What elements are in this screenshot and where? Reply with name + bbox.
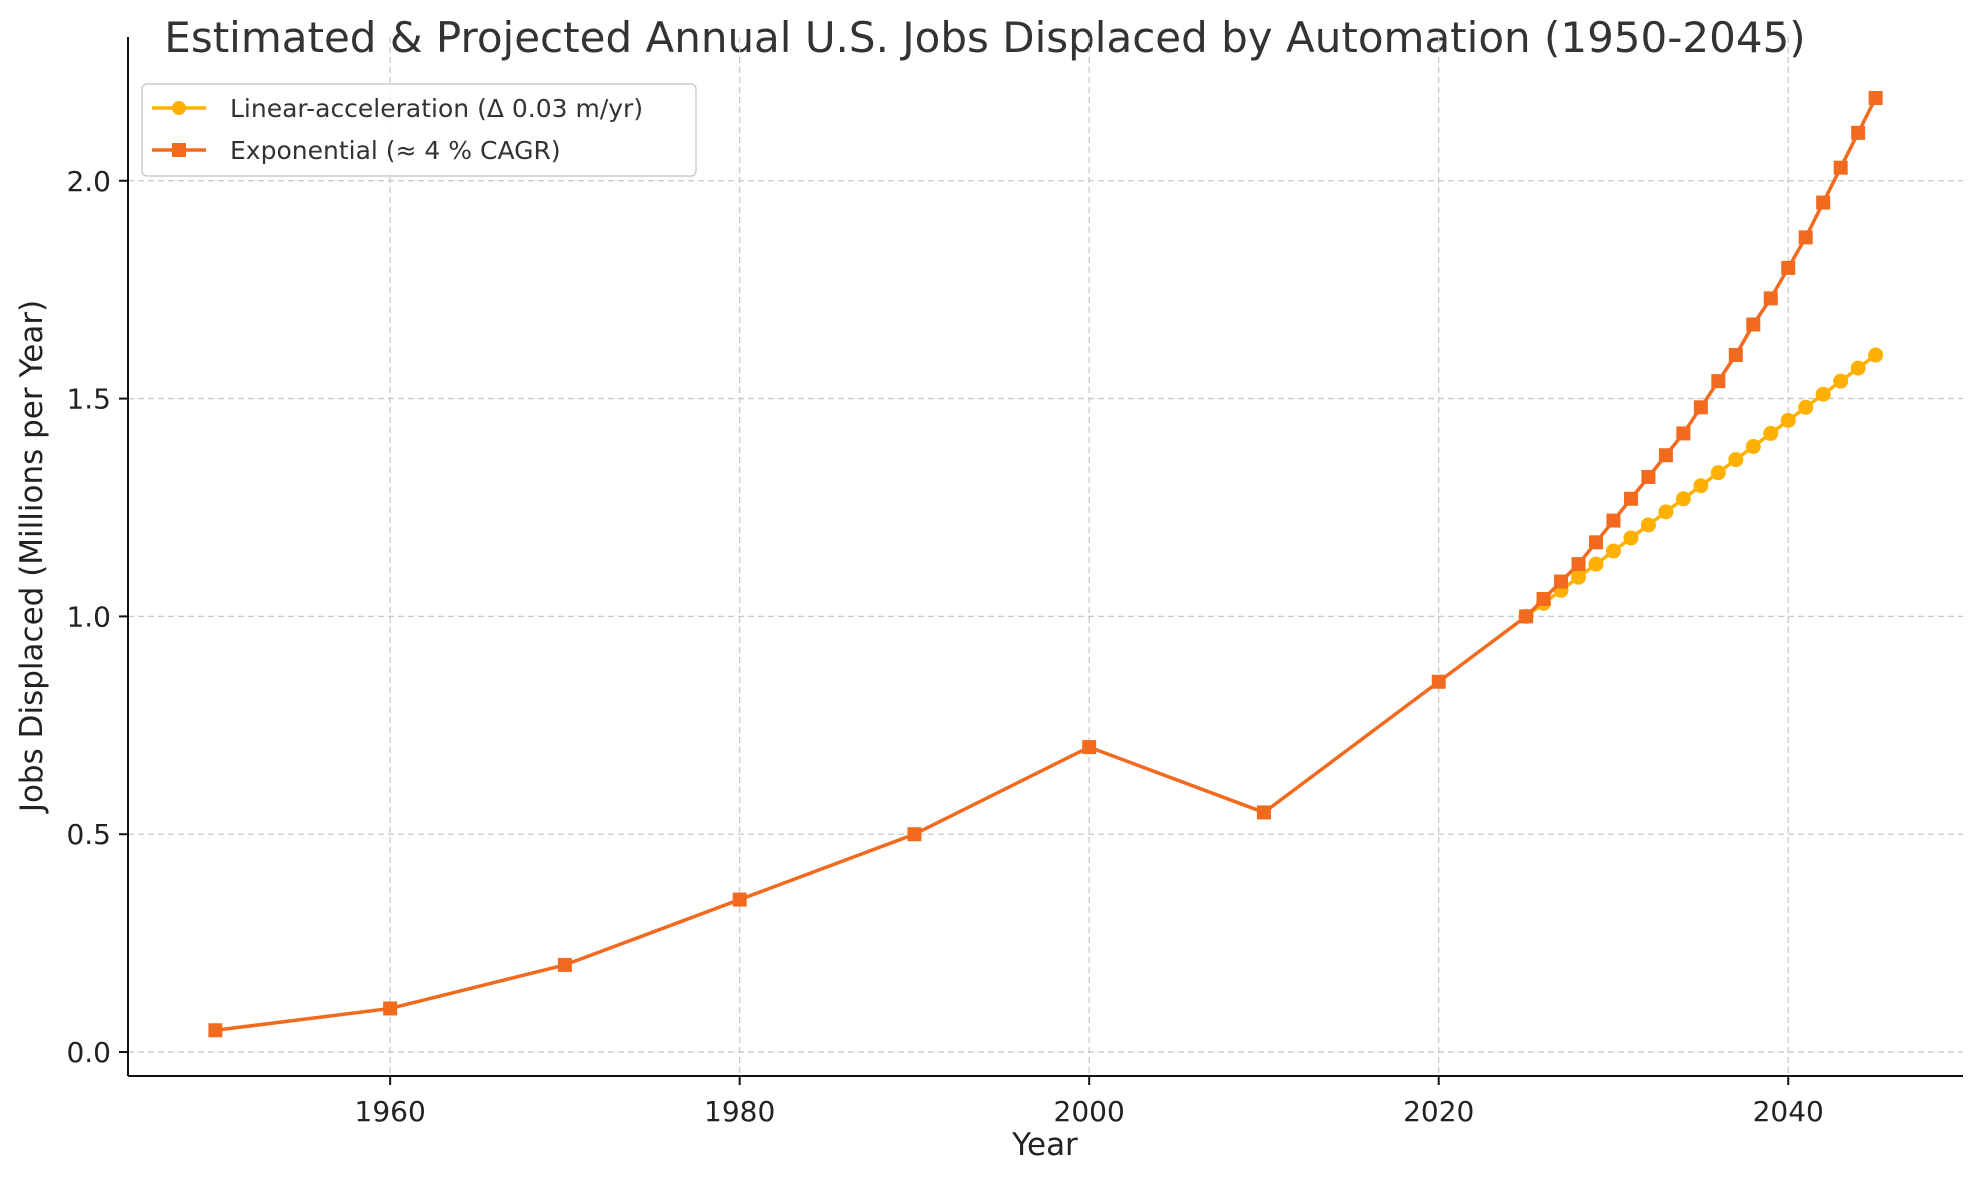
data-point bbox=[1833, 373, 1849, 389]
series-circle bbox=[1518, 347, 1884, 624]
data-point bbox=[1571, 557, 1586, 572]
data-point bbox=[1675, 491, 1691, 507]
data-point bbox=[1745, 439, 1761, 455]
data-point bbox=[1431, 674, 1446, 689]
data-point bbox=[1815, 386, 1831, 402]
data-point bbox=[208, 1023, 223, 1038]
data-point bbox=[1711, 374, 1726, 389]
x-tick-label: 1960 bbox=[355, 1095, 426, 1128]
data-point bbox=[1780, 412, 1796, 428]
data-point bbox=[732, 892, 747, 907]
x-tick-label: 2000 bbox=[1054, 1095, 1125, 1128]
data-point bbox=[1710, 465, 1726, 481]
data-point bbox=[1781, 260, 1796, 275]
data-point bbox=[1641, 469, 1656, 484]
y-tick-label: 1.0 bbox=[66, 600, 111, 633]
y-tick-label: 0.0 bbox=[66, 1036, 111, 1069]
data-point bbox=[1256, 805, 1271, 820]
data-point bbox=[557, 957, 572, 972]
data-point bbox=[1746, 317, 1761, 332]
x-tick-label: 2040 bbox=[1753, 1095, 1824, 1128]
data-point bbox=[1640, 517, 1656, 533]
data-series bbox=[208, 90, 1884, 1038]
data-point bbox=[1868, 347, 1884, 363]
data-point bbox=[1623, 530, 1639, 546]
data-point bbox=[1693, 478, 1709, 494]
data-point bbox=[1868, 90, 1883, 105]
data-point bbox=[1658, 504, 1674, 520]
data-point bbox=[1554, 574, 1569, 589]
y-axis-label: Jobs Displaced (Millions per Year) bbox=[14, 300, 50, 814]
x-tick-label: 2020 bbox=[1403, 1095, 1474, 1128]
data-point bbox=[1763, 291, 1778, 306]
data-point bbox=[1816, 195, 1831, 210]
data-point bbox=[1676, 426, 1691, 441]
data-point bbox=[1623, 491, 1638, 506]
x-axis-label: Year bbox=[1011, 1127, 1078, 1163]
legend-marker bbox=[172, 143, 186, 157]
data-point bbox=[1606, 513, 1621, 528]
axes bbox=[127, 37, 1963, 1077]
data-point bbox=[1519, 609, 1534, 624]
data-point bbox=[1605, 543, 1621, 559]
series-line bbox=[213, 96, 1878, 1033]
data-point bbox=[1728, 348, 1743, 363]
data-point bbox=[1588, 556, 1604, 572]
data-point bbox=[1851, 125, 1866, 140]
chart-title: Estimated & Projected Annual U.S. Jobs D… bbox=[164, 13, 1805, 62]
legend-label: Linear-acceleration (Δ 0.03 m/yr) bbox=[230, 94, 643, 123]
data-point bbox=[1798, 399, 1814, 415]
data-point bbox=[1536, 591, 1551, 606]
data-point bbox=[1589, 535, 1603, 550]
x-tick-label: 1980 bbox=[704, 1095, 775, 1128]
legend: Linear-acceleration (Δ 0.03 m/yr) Exponen… bbox=[141, 83, 697, 177]
data-point bbox=[1763, 425, 1779, 441]
y-tick-label: 0.5 bbox=[66, 818, 111, 851]
legend-box bbox=[141, 83, 697, 177]
data-point bbox=[1658, 448, 1673, 463]
data-point bbox=[1728, 452, 1744, 468]
data-point bbox=[1850, 360, 1866, 376]
tick-labels: 1960 1980 2000 2020 2040 0.0 0.5 1.0 1.5 2.0 bbox=[66, 165, 1823, 1128]
data-point bbox=[383, 1001, 398, 1016]
legend-marker bbox=[172, 101, 186, 115]
data-point bbox=[1798, 230, 1813, 245]
data-point bbox=[1833, 160, 1848, 175]
legend-label: Exponential (≈ 4 % CAGR) bbox=[230, 136, 561, 165]
data-point bbox=[1571, 569, 1587, 585]
data-point bbox=[907, 827, 922, 842]
data-point bbox=[1693, 400, 1708, 415]
data-point bbox=[1082, 740, 1097, 755]
y-tick-label: 1.5 bbox=[66, 383, 111, 416]
y-tick-label: 2.0 bbox=[66, 165, 111, 198]
series-square bbox=[208, 90, 1883, 1038]
grid-lines bbox=[128, 37, 1963, 1076]
